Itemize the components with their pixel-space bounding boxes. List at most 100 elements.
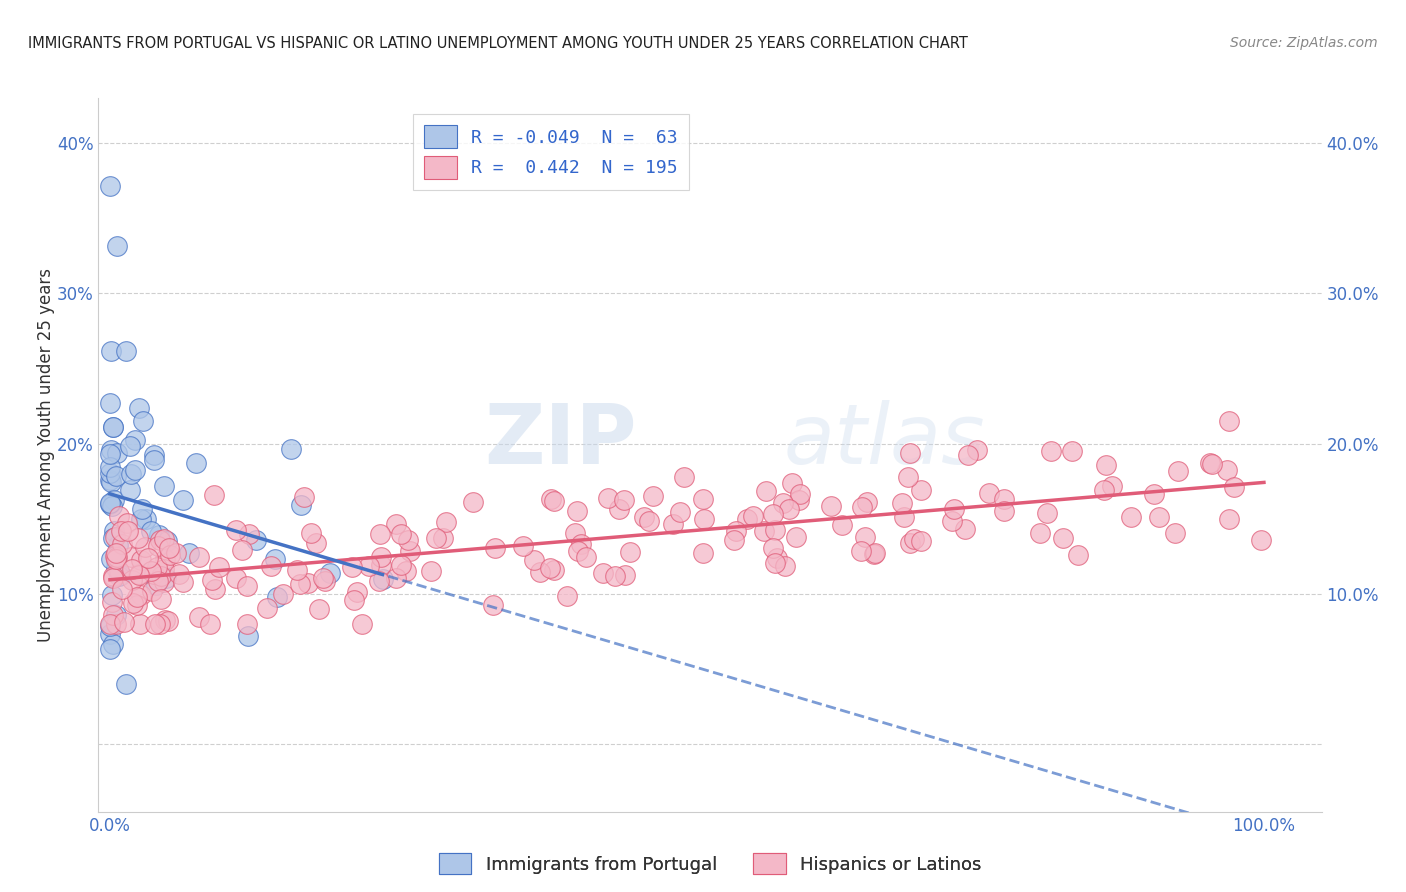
Point: [98, 447, 121, 461]
Point: [898, 535, 921, 549]
Point: [110, 524, 132, 538]
Point: [152, 562, 174, 576]
Point: [156, 533, 179, 548]
Point: [155, 552, 177, 566]
Point: [256, 601, 278, 615]
Point: [104, 561, 127, 575]
Point: [484, 541, 506, 555]
Point: [115, 677, 138, 691]
Point: [120, 549, 142, 564]
Point: [1201, 457, 1223, 471]
Point: [141, 584, 163, 599]
Point: [308, 602, 330, 616]
Point: [565, 504, 588, 518]
Point: [120, 467, 142, 482]
Point: [398, 544, 420, 558]
Point: [569, 537, 592, 551]
Point: [1218, 511, 1240, 525]
Point: [692, 512, 714, 526]
Point: [145, 577, 167, 591]
Point: [543, 562, 565, 576]
Point: [107, 564, 129, 578]
Point: [425, 531, 447, 545]
Point: [778, 501, 800, 516]
Point: [103, 493, 125, 508]
Point: [633, 509, 655, 524]
Point: [385, 571, 408, 585]
Point: [155, 570, 177, 584]
Point: [225, 523, 247, 537]
Point: [111, 537, 134, 551]
Point: [831, 518, 853, 533]
Point: [596, 491, 619, 506]
Point: [953, 523, 976, 537]
Point: [543, 493, 565, 508]
Point: [1250, 533, 1272, 548]
Point: [735, 512, 758, 526]
Point: [619, 545, 641, 559]
Point: [1036, 506, 1059, 520]
Point: [523, 553, 546, 567]
Point: [100, 443, 122, 458]
Point: [208, 559, 231, 574]
Point: [225, 571, 247, 585]
Point: [692, 546, 714, 560]
Point: [1092, 483, 1115, 497]
Point: [198, 616, 221, 631]
Point: [395, 564, 418, 578]
Point: [108, 569, 131, 583]
Point: [529, 566, 551, 580]
Point: [103, 420, 125, 434]
Point: [1062, 443, 1084, 458]
Point: [1121, 510, 1143, 524]
Point: [131, 502, 153, 516]
Point: [763, 523, 786, 537]
Point: [897, 470, 920, 484]
Point: [766, 551, 789, 566]
Point: [638, 515, 661, 529]
Point: [297, 576, 319, 591]
Point: [259, 558, 281, 573]
Legend: Immigrants from Portugal, Hispanics or Latinos: Immigrants from Portugal, Hispanics or L…: [432, 846, 988, 881]
Point: [567, 543, 589, 558]
Point: [153, 478, 176, 492]
Point: [98, 497, 121, 511]
Point: [564, 526, 586, 541]
Point: [540, 492, 562, 507]
Point: [773, 558, 796, 573]
Point: [100, 499, 122, 513]
Point: [179, 546, 201, 560]
Point: [104, 549, 127, 563]
Point: [993, 491, 1015, 506]
Point: [742, 509, 765, 524]
Point: [957, 448, 980, 462]
Point: [359, 559, 381, 574]
Point: [662, 517, 685, 532]
Point: [370, 558, 392, 572]
Point: [98, 619, 121, 633]
Point: [121, 562, 143, 576]
Point: [186, 456, 208, 470]
Point: [236, 629, 259, 643]
Point: [121, 573, 143, 587]
Point: [898, 446, 921, 460]
Point: [146, 539, 169, 553]
Point: [893, 510, 915, 524]
Point: [115, 516, 138, 531]
Point: [101, 531, 124, 545]
Point: [370, 549, 392, 564]
Point: [853, 530, 876, 544]
Point: [575, 549, 598, 564]
Point: [107, 239, 129, 253]
Point: [188, 610, 211, 624]
Point: [434, 515, 457, 529]
Point: [1028, 525, 1050, 540]
Point: [461, 495, 484, 509]
Point: [287, 563, 309, 577]
Point: [643, 489, 665, 503]
Point: [752, 524, 775, 539]
Point: [120, 439, 142, 453]
Point: [263, 552, 285, 566]
Point: [245, 533, 267, 547]
Point: [772, 495, 794, 509]
